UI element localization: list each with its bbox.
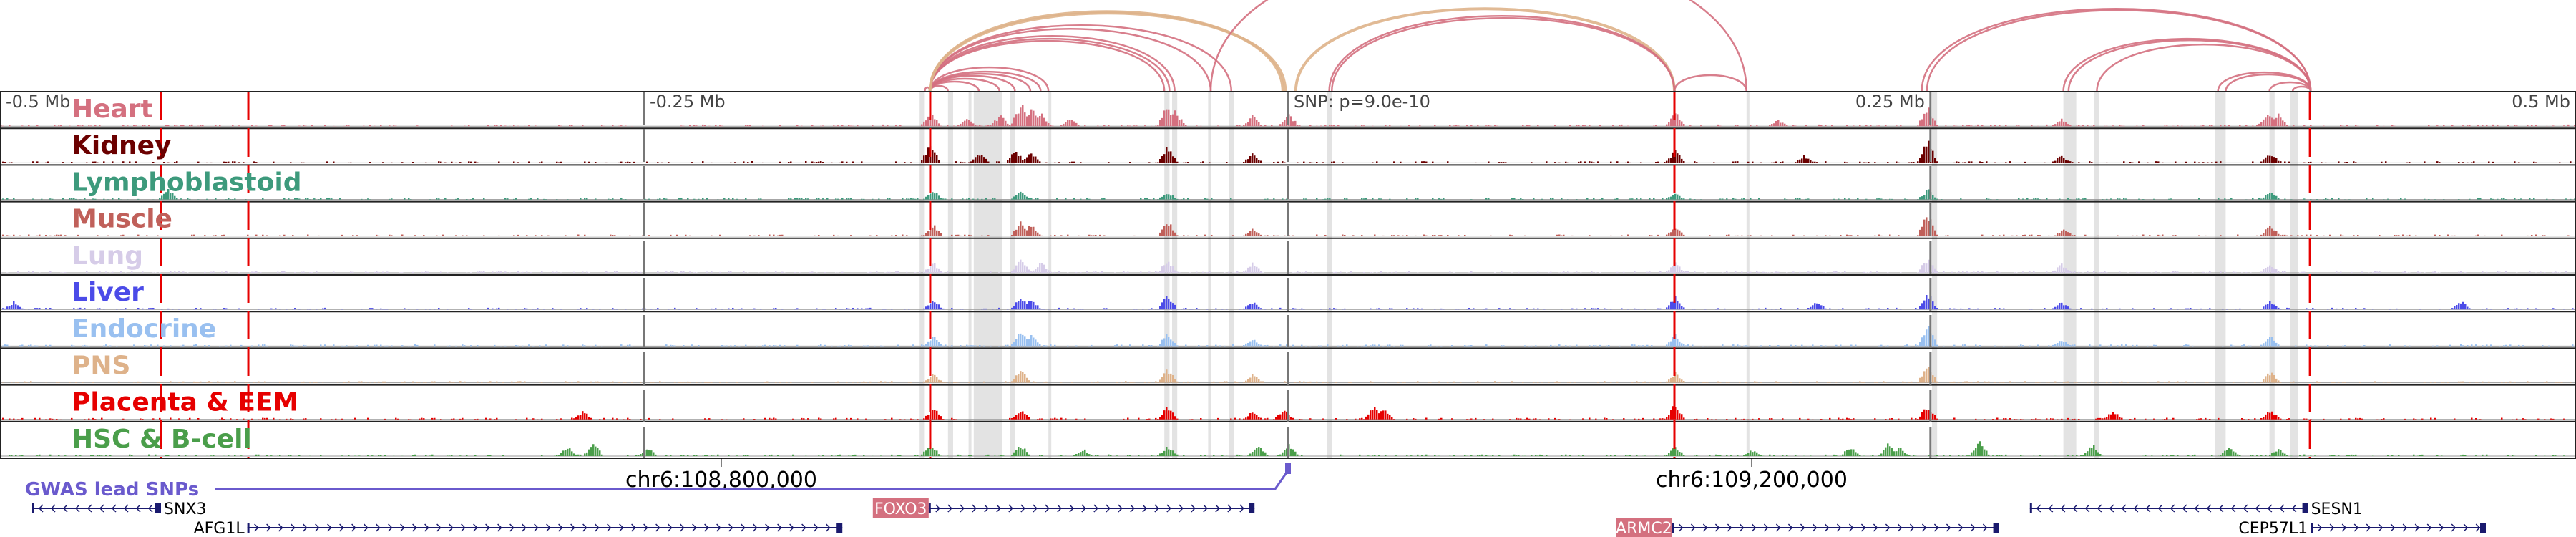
gene-label: FOXO3 (874, 500, 927, 518)
gwas-track-label: GWAS lead SNPs (25, 479, 199, 500)
exon (32, 503, 34, 513)
gene-afg1l: AFG1L (194, 520, 843, 537)
exon (1993, 523, 1999, 533)
signal-bars (0, 259, 2567, 273)
signal-bars (2, 189, 2576, 200)
loop-arc (1209, 0, 1748, 92)
gene-label: SNX3 (164, 500, 207, 518)
signal-bars (2, 326, 2576, 347)
loop-arc (929, 24, 1233, 92)
track-label: Placenta & EEM (72, 388, 298, 417)
axis-tick-label: SNP: p=9.0e-10 (1294, 92, 1430, 112)
exon (1672, 523, 1674, 533)
track-label: HSC & B-cell (72, 425, 252, 454)
loop-arc (1330, 17, 1676, 92)
loop-arc (929, 70, 1042, 92)
loop-arc (2291, 85, 2312, 92)
track-kidney (0, 127, 2576, 163)
track-label: PNS (72, 351, 130, 380)
signal-bars (2, 367, 2572, 383)
gwas-connector-line (215, 472, 1288, 490)
track-labels: Heart Kidney Lymphoblastoid Muscle Lung Liver… (72, 95, 302, 454)
loop-arc (1673, 74, 1748, 92)
loop-arc (1294, 7, 1676, 92)
gene-label: SESN1 (2311, 500, 2363, 518)
gene-sesn1: SESN1 (2029, 500, 2363, 518)
loop-arc (1328, 15, 1676, 92)
track-label: Endocrine (72, 314, 216, 344)
loop-arc (928, 11, 1287, 92)
distance-axis: -0.5 Mb -0.25 Mb SNP: p=9.0e-10 0.25 Mb 0.5 … (6, 92, 2570, 112)
axis-tick-label: 0.5 Mb (2512, 92, 2570, 112)
track-label: Heart (72, 95, 153, 124)
exon (836, 523, 843, 533)
exon (1249, 503, 1255, 513)
gene-highlight-box (872, 498, 929, 518)
signal-bars (2, 217, 2570, 236)
exon (2311, 523, 2313, 533)
loop-arc (2225, 73, 2312, 92)
track-label: Lymphoblastoid (72, 168, 302, 197)
track-label: Kidney (72, 131, 172, 160)
strand-arrows-forward (2317, 523, 2481, 532)
track-label: Lung (72, 241, 143, 271)
gene-snx3: SNX3 (32, 500, 207, 518)
gene-label: CEP57L1 (2238, 520, 2308, 537)
exon (2302, 503, 2308, 513)
exon (2029, 503, 2032, 513)
exon (928, 503, 931, 513)
loop-arc (2067, 39, 2312, 92)
track-label: Muscle (72, 205, 172, 234)
gwas-snp-marker (1285, 463, 1291, 474)
loop-arc (1926, 9, 2312, 92)
marker-lines (160, 92, 2311, 458)
track-label: Liver (72, 278, 144, 307)
exon (155, 503, 161, 513)
chromatin-loop-arcs (924, 0, 2312, 92)
gene-cep57l1: CEP57L1 (2238, 520, 2486, 537)
signal-bars (9, 441, 2565, 456)
gene-highlight-box (1616, 518, 1672, 537)
signal-bars (2, 295, 2576, 310)
gene-armc2: ARMC2 (1616, 518, 1999, 537)
track-lymphoblastoid (0, 164, 2576, 200)
strand-arrows-reverse (2036, 504, 2297, 513)
axis-tick-label: -0.25 Mb (650, 92, 726, 112)
strand-arrows-forward (254, 523, 831, 532)
gene-label: AFG1L (194, 520, 245, 537)
signal-tracks (0, 91, 2576, 459)
loop-arc (2096, 43, 2312, 92)
axis-tick-label: 0.25 Mb (1855, 92, 1925, 112)
coordinate-label: chr6:109,200,000 (1656, 468, 1848, 493)
loop-arc (929, 37, 1171, 92)
exon (247, 523, 250, 533)
strand-arrows-forward (1678, 523, 1988, 532)
loop-arc (929, 66, 1050, 92)
gene-foxo3: FOXO3 (872, 498, 1255, 518)
signal-bars (2, 140, 2572, 163)
loop-arc (929, 34, 1176, 92)
signal-bars (2, 406, 2565, 420)
axis-tick-label: -0.5 Mb (6, 92, 70, 112)
loop-arc (2062, 37, 2312, 92)
exon (2480, 523, 2486, 533)
strand-arrows-forward (935, 504, 1244, 513)
strand-arrows-reverse (38, 504, 153, 513)
gene-label: ARMC2 (1616, 520, 1672, 537)
